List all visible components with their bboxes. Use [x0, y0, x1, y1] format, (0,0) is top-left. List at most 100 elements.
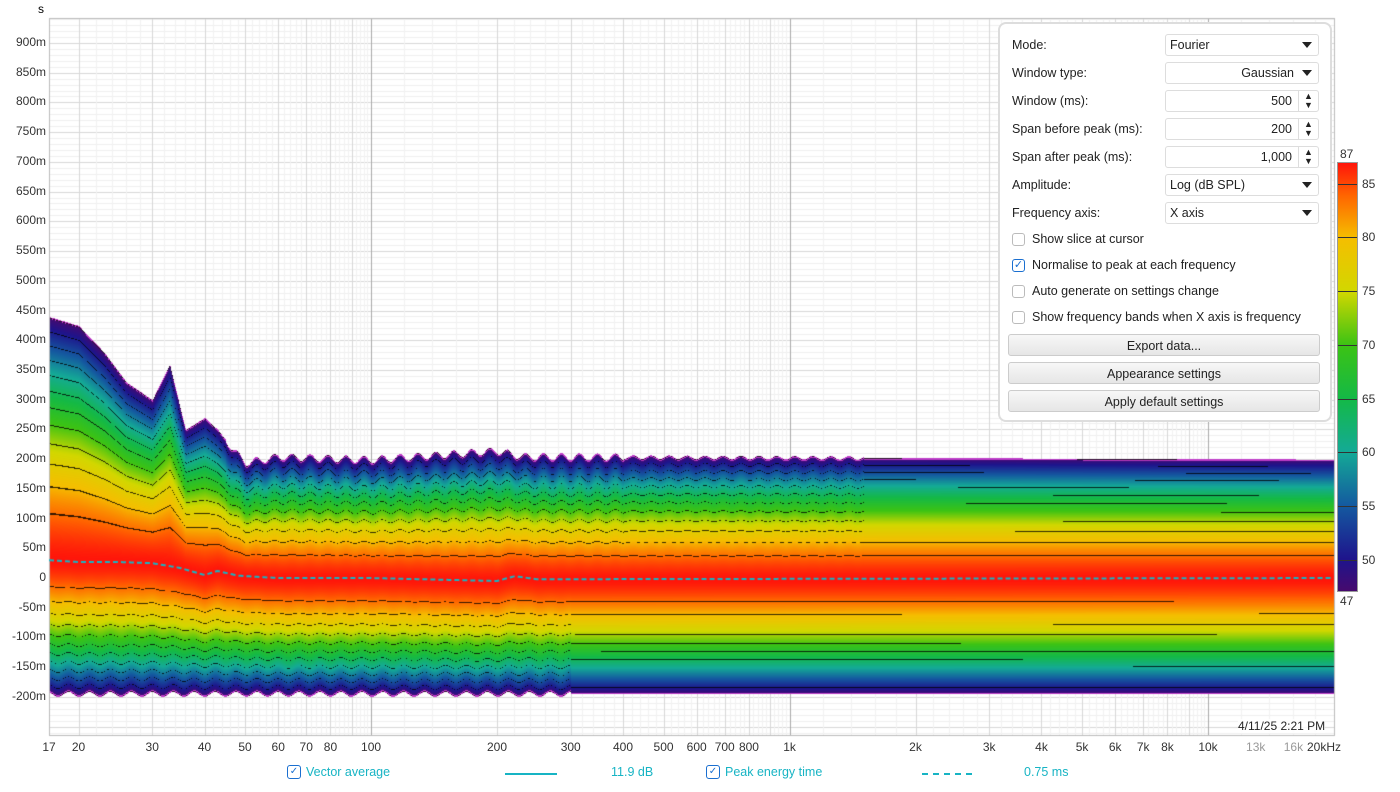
export-data-button[interactable]: Export data...	[1008, 334, 1320, 356]
window-type-row: Window type: Gaussian	[1012, 62, 1320, 84]
x-tick-label: 17	[42, 740, 56, 754]
x-tick-label: 10k	[1198, 740, 1218, 754]
vector-average-value: 11.9 dB	[611, 765, 654, 779]
x-tick-label: 16k	[1283, 740, 1304, 754]
colorbar-tick	[1338, 183, 1357, 185]
y-tick-label: 750m	[15, 124, 46, 139]
normalise-label: Normalise to peak at each frequency	[1032, 258, 1236, 272]
chevron-down-icon	[1302, 182, 1312, 188]
x-tick-label: 500	[653, 740, 674, 754]
y-tick-label: 800m	[15, 94, 46, 109]
x-tick-label: 50	[238, 740, 252, 754]
stepper-icon[interactable]: ▲ ▼	[1298, 119, 1318, 139]
y-axis-unit: s	[38, 2, 44, 16]
colorbar-label: 85	[1362, 176, 1376, 191]
peak-energy-label: Peak energy time	[725, 765, 823, 779]
span-before-row: Span before peak (ms): 200 ▲ ▼	[1012, 118, 1320, 140]
colorbar-label: 60	[1362, 445, 1376, 460]
x-tick-label: 40	[197, 740, 212, 754]
y-tick-label: 350m	[15, 361, 46, 376]
peak-energy-value: 0.75 ms	[1024, 765, 1069, 779]
stepper-icon[interactable]: ▲ ▼	[1298, 91, 1318, 111]
chevron-down-icon	[1302, 42, 1312, 48]
x-tick-label: 800	[738, 740, 759, 754]
colorbar-label: 55	[1362, 499, 1376, 513]
amplitude-select[interactable]: Log (dB SPL)	[1165, 174, 1319, 196]
colorbar-tick	[1338, 506, 1357, 507]
timestamp: 4/11/25 2:21 PM	[1238, 719, 1326, 733]
x-tick-label: 1k	[783, 740, 796, 754]
x-tick-label: 13k	[1246, 740, 1266, 754]
span-after-input[interactable]: 1,000 ▲ ▼	[1165, 146, 1319, 168]
y-tick-label: 650m	[15, 183, 46, 198]
chevron-down-icon	[1302, 210, 1312, 216]
mode-label: Mode:	[1012, 38, 1047, 52]
y-tick-label: 0	[39, 570, 46, 585]
x-tick-label: 200	[487, 740, 508, 754]
chevron-down-icon	[1302, 70, 1312, 76]
colorbar-label: 75	[1362, 284, 1376, 298]
colorbar-label: 65	[1362, 391, 1376, 406]
stepper-icon[interactable]: ▲ ▼	[1298, 147, 1318, 167]
window-ms-value: 500	[1271, 94, 1292, 108]
x-tick-label: 4k	[1035, 740, 1048, 754]
colorbar-label: 47	[1340, 594, 1354, 608]
checkmark-icon: ✓	[1012, 259, 1025, 272]
colorbar	[1337, 162, 1358, 592]
vector-average-line-swatch	[505, 773, 557, 775]
amplitude-row: Amplitude: Log (dB SPL)	[1012, 174, 1320, 196]
x-tick-label: 300	[560, 740, 581, 754]
colorbar-tick	[1338, 344, 1357, 346]
mode-row: Mode: Fourier	[1012, 34, 1320, 56]
span-before-input[interactable]: 200 ▲ ▼	[1165, 118, 1319, 140]
x-tick-label: 80	[323, 740, 338, 754]
amplitude-label: Amplitude:	[1012, 178, 1072, 192]
y-tick-label: 200m	[15, 451, 46, 466]
mode-value: Fourier	[1170, 38, 1210, 52]
window-type-value: Gaussian	[1241, 66, 1294, 80]
window-type-label: Window type:	[1012, 66, 1088, 80]
window-ms-row: Window (ms): 500 ▲ ▼	[1012, 90, 1320, 112]
peak-energy-dashed-swatch	[922, 773, 972, 775]
colorbar-tick	[1338, 559, 1357, 561]
mode-select[interactable]: Fourier	[1165, 34, 1319, 56]
auto-generate-label: Auto generate on settings change	[1032, 284, 1219, 298]
y-tick-label: 600m	[15, 213, 46, 228]
y-tick-label: 850m	[15, 64, 46, 79]
colorbar-label: 70	[1362, 337, 1376, 352]
apply-default-settings-button[interactable]: Apply default settings	[1008, 390, 1320, 412]
x-tick-label: 3k	[982, 740, 996, 754]
x-tick-label: 30	[145, 740, 159, 754]
checkbox-icon	[1012, 285, 1025, 298]
vector-average-label: Vector average	[306, 765, 391, 779]
show-bands-label: Show frequency bands when X axis is freq…	[1032, 310, 1301, 324]
freq-axis-row: Frequency axis: X axis	[1012, 202, 1320, 224]
x-tick-label: 2k	[909, 740, 922, 754]
x-tick-label: 600	[686, 740, 707, 754]
x-tick-label: 6k	[1108, 740, 1122, 754]
freq-axis-select[interactable]: X axis	[1165, 202, 1319, 224]
window-ms-input[interactable]: 500 ▲ ▼	[1165, 90, 1319, 112]
appearance-settings-button[interactable]: Appearance settings	[1008, 362, 1320, 384]
peak-energy-checkbox[interactable]: ✓	[706, 765, 720, 779]
x-tick-label: 20	[71, 740, 86, 754]
window-type-select[interactable]: Gaussian	[1165, 62, 1319, 84]
span-after-label: Span after peak (ms):	[1012, 150, 1133, 164]
y-tick-label: 300m	[15, 391, 46, 406]
x-tick-label: 20kHz	[1306, 740, 1342, 754]
y-tick-label: -100m	[11, 629, 46, 644]
vector-average-checkbox[interactable]: ✓	[287, 765, 301, 779]
legend: ✓ Vector average 11.9 dB ✓ Peak energy t…	[0, 765, 1400, 785]
checkbox-icon	[1012, 311, 1025, 324]
y-tick-label: 100m	[15, 510, 46, 525]
x-tick-label: 400	[612, 740, 634, 754]
colorbar-tick	[1338, 237, 1357, 239]
y-tick-label: 450m	[15, 302, 46, 317]
window-ms-label: Window (ms):	[1012, 94, 1089, 108]
colorbar-label: 80	[1362, 230, 1376, 245]
spectrogram-settings-panel: Mode: Fourier Window type: Gaussian Window…	[998, 22, 1332, 422]
y-tick-label: -200m	[11, 688, 46, 703]
x-tick-label: 8k	[1161, 740, 1174, 754]
x-tick-label: 700	[714, 740, 735, 754]
y-tick-label: 150m	[15, 480, 46, 495]
